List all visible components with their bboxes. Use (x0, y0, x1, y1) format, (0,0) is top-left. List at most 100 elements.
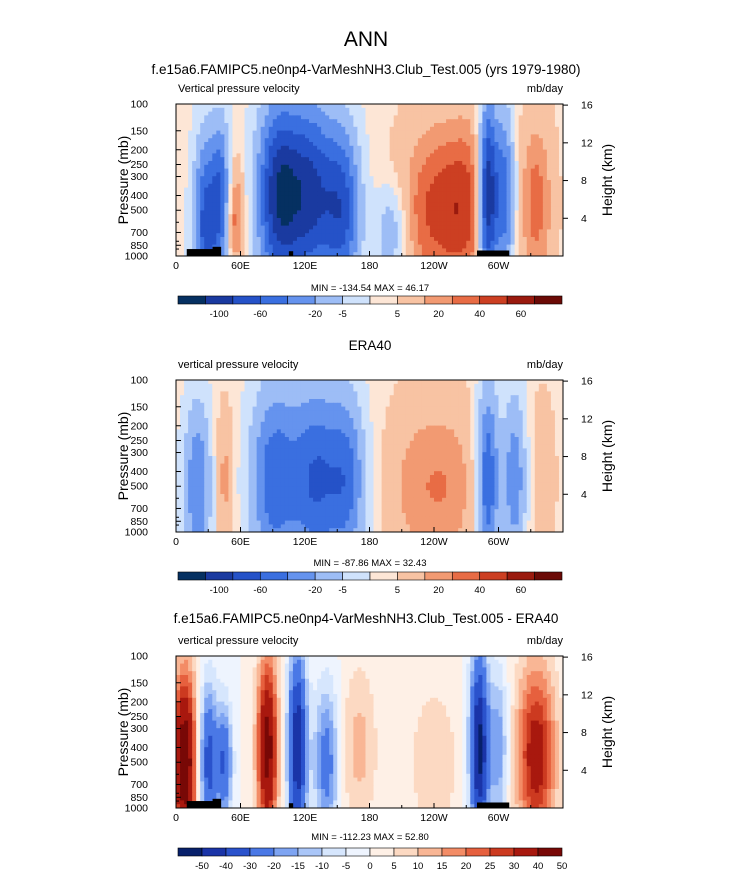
heatmap-cell (272, 240, 278, 245)
heatmap-cell (425, 221, 431, 226)
heatmap-cell (272, 237, 278, 242)
heatmap-cell (454, 145, 459, 150)
heatmap-cell (280, 233, 286, 238)
heatmap-cell (296, 134, 302, 139)
heatmap-cell (522, 191, 528, 196)
heatmap-cell (349, 134, 354, 139)
heatmap-cell (369, 202, 374, 207)
heatmap-cell (381, 402, 387, 407)
heatmap-cell (280, 149, 286, 154)
heatmap-cell (192, 395, 197, 400)
heatmap-cell (558, 115, 564, 120)
heatmap-cell (321, 391, 326, 396)
heatmap-cell (466, 210, 471, 215)
panel-1-stats: MIN = -134.54 MAX = 46.17 (311, 283, 429, 294)
heatmap-cell (377, 130, 382, 135)
heatmap-cell (329, 123, 334, 128)
heatmap-cell (236, 115, 241, 120)
heatmap-cell (474, 387, 479, 392)
heatmap-cell (220, 383, 225, 388)
heatmap-cell (542, 387, 548, 392)
heatmap-cell (526, 229, 532, 234)
heatmap-cell (450, 172, 455, 177)
heatmap-cell (309, 180, 314, 185)
heatmap-cell (397, 418, 403, 423)
heatmap-cell (546, 214, 552, 219)
heatmap-cell (216, 402, 221, 407)
heatmap-cell (522, 130, 528, 135)
heatmap-cell (558, 172, 564, 177)
heatmap-cell (268, 221, 274, 226)
heatmap-cell (434, 248, 439, 253)
heatmap-cell (369, 180, 374, 185)
heatmap-cell (280, 187, 286, 192)
heatmap-cell (425, 395, 431, 400)
heatmap-cell (216, 119, 221, 124)
heatmap-cell (236, 191, 241, 196)
heatmap-cell (534, 123, 540, 128)
heatmap-cell (373, 395, 378, 400)
heatmap-cell (486, 126, 491, 131)
heatmap-cell (252, 395, 258, 400)
heatmap-cell (176, 199, 181, 204)
heatmap-cell (208, 233, 213, 238)
heatmap-cell (446, 221, 451, 226)
heatmap-cell (385, 191, 391, 196)
heatmap-cell (518, 202, 524, 207)
heatmap-cell (200, 210, 205, 215)
heatmap-cell (538, 176, 544, 181)
heatmap-cell (365, 183, 370, 188)
heatmap-cell (325, 214, 330, 219)
heatmap-cell (212, 229, 217, 234)
heatmap-cell (514, 180, 520, 185)
heatmap-cell (349, 183, 354, 188)
heatmap-cell (454, 206, 459, 211)
heatmap-cell (212, 126, 217, 131)
heatmap-cell (176, 195, 181, 200)
heatmap-cell (333, 191, 338, 196)
heatmap-cell (244, 218, 249, 223)
heatmap-cell (256, 149, 262, 154)
heatmap-cell (413, 399, 419, 404)
heatmap-cell (510, 221, 516, 226)
heatmap-cell (558, 145, 564, 150)
heatmap-cell (462, 406, 467, 411)
heatmap-cell (192, 149, 197, 154)
heatmap-cell (417, 252, 423, 257)
heatmap-cell (365, 130, 370, 135)
heatmap-cell (478, 229, 483, 234)
heatmap-cell (518, 145, 524, 150)
heatmap-cell (510, 218, 516, 223)
heatmap-cell (272, 145, 278, 150)
heatmap-cell (474, 145, 479, 150)
heatmap-cell (309, 225, 314, 230)
heatmap-cell (381, 107, 387, 112)
heatmap-cell (288, 387, 294, 392)
heatmap-cell (429, 119, 435, 124)
heatmap-cell (377, 138, 382, 143)
heatmap-cell (369, 237, 374, 242)
heatmap-cell (248, 418, 253, 423)
heatmap-cell (526, 138, 532, 143)
heatmap-cell (438, 395, 443, 400)
heatmap-cell (300, 202, 306, 207)
heatmap-cell (478, 387, 483, 392)
heatmap-cell (522, 119, 528, 124)
heatmap-cell (248, 410, 253, 415)
heatmap-cell (309, 111, 314, 116)
heatmap-cell (349, 111, 354, 116)
heatmap-cell (292, 210, 298, 215)
heatmap-cell (397, 414, 403, 419)
heatmap-cell (260, 145, 266, 150)
heatmap-cell (280, 206, 286, 211)
heatmap-cell (341, 130, 346, 135)
heatmap-cell (494, 153, 499, 158)
heatmap-cell (333, 225, 338, 230)
heatmap-cell (232, 210, 237, 215)
heatmap-cell (474, 115, 479, 120)
heatmap-cell (216, 126, 221, 131)
heatmap-cell (292, 142, 298, 147)
heatmap-cell (470, 240, 475, 245)
heatmap-cell (188, 180, 193, 185)
heatmap-cell (296, 111, 302, 116)
